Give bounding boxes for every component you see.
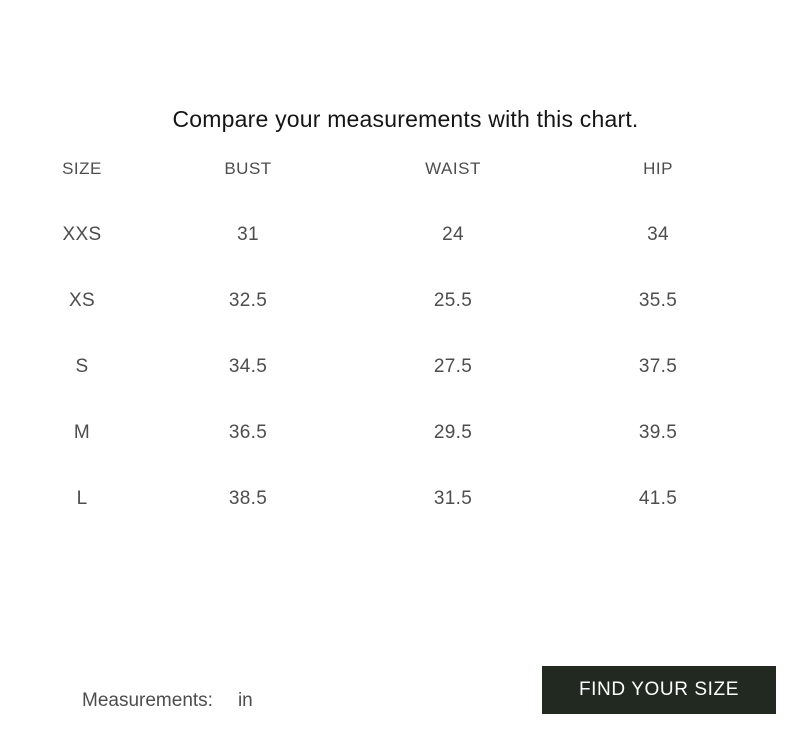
size-cell: S bbox=[75, 356, 89, 377]
table-row: XXS 31 24 34 bbox=[0, 202, 742, 268]
find-your-size-button[interactable]: FIND YOUR SIZE bbox=[542, 666, 776, 714]
size-cell: L bbox=[76, 488, 88, 509]
size-cell: M bbox=[73, 422, 91, 443]
page-title: Compare your measurements with this char… bbox=[172, 106, 639, 132]
hip-cell: 41.5 bbox=[638, 488, 678, 509]
table-row: L 38.5 31.5 41.5 bbox=[0, 466, 742, 532]
bust-cell: 36.5 bbox=[228, 422, 268, 443]
measurements-label: Measurements: bbox=[82, 690, 213, 711]
column-header-bust: BUST bbox=[224, 159, 272, 178]
waist-cell: 29.5 bbox=[433, 422, 473, 443]
unit-toggle[interactable]: in bbox=[237, 690, 253, 711]
bust-cell: 32.5 bbox=[228, 290, 268, 311]
table-header-row: SIZE BUST WAIST HIP bbox=[0, 136, 742, 202]
bust-cell: 31 bbox=[237, 224, 259, 245]
size-cell: XS bbox=[69, 290, 95, 311]
table-row: M 36.5 29.5 39.5 bbox=[0, 400, 742, 466]
column-header-size: SIZE bbox=[62, 159, 102, 178]
measurements-row: Measurements: in bbox=[82, 690, 253, 711]
waist-cell: 25.5 bbox=[433, 290, 473, 311]
column-header-waist: WAIST bbox=[425, 159, 481, 178]
waist-cell: 27.5 bbox=[433, 356, 473, 377]
hip-cell: 35.5 bbox=[638, 290, 678, 311]
waist-cell: 24 bbox=[442, 224, 464, 245]
hip-cell: 39.5 bbox=[638, 422, 678, 443]
bust-cell: 38.5 bbox=[228, 488, 268, 509]
hip-cell: 37.5 bbox=[638, 356, 678, 377]
table-row: S 34.5 27.5 37.5 bbox=[0, 334, 742, 400]
bust-cell: 34.5 bbox=[228, 356, 268, 377]
table-row: XS 32.5 25.5 35.5 bbox=[0, 268, 742, 334]
hip-cell: 34 bbox=[647, 224, 669, 245]
column-header-hip: HIP bbox=[643, 159, 673, 178]
waist-cell: 31.5 bbox=[433, 488, 473, 509]
size-table: SIZE BUST WAIST HIP XXS 31 24 34 XS 32.5… bbox=[0, 136, 742, 532]
size-cell: XXS bbox=[62, 224, 102, 245]
